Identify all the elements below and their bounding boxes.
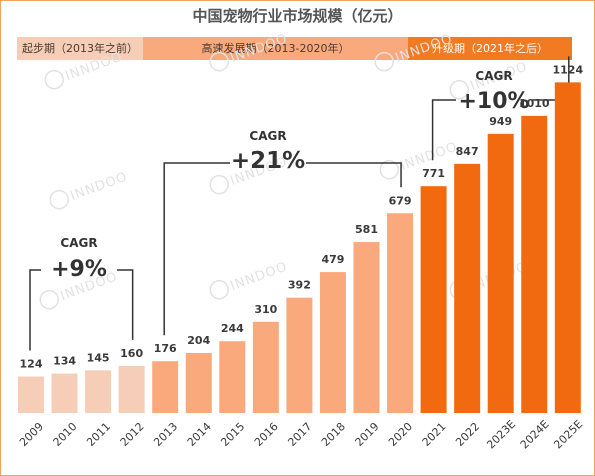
value-label-2011: 145 <box>87 351 110 364</box>
cagr-heading-1: CAGR <box>249 129 286 143</box>
category-label-2023E: 2023E <box>484 418 518 452</box>
bar-2009 <box>18 376 44 413</box>
cagr-bracket-right-1 <box>306 162 402 188</box>
cagr-brackets: CAGR +9% CAGR +21% CAGR +10% <box>29 56 570 351</box>
category-label-2009: 2009 <box>17 420 46 449</box>
bar-2017 <box>286 297 313 413</box>
category-label-2011: 2011 <box>84 420 113 449</box>
svg-text:INNDOO: INNDOO <box>228 259 289 294</box>
value-label-2021: 771 <box>422 167 445 180</box>
bar-2022 <box>454 163 481 413</box>
category-label-2018: 2018 <box>319 420 348 449</box>
cagr-bracket-right-0 <box>117 269 134 340</box>
bar-2024E <box>521 115 548 414</box>
bar-2015 <box>219 341 246 413</box>
cagr-heading-0: CAGR <box>60 236 97 250</box>
value-label-2009: 124 <box>20 358 43 371</box>
category-label-2022: 2022 <box>453 420 482 449</box>
svg-text:INNDOO: INNDOO <box>63 49 124 84</box>
cagr-value-0: +9% <box>51 257 107 282</box>
bar-2018 <box>319 272 346 413</box>
bar-2013 <box>152 361 179 413</box>
bar-2011 <box>85 370 112 413</box>
watermark: INNDOO <box>209 31 290 72</box>
value-label-2017: 392 <box>288 279 311 292</box>
bar-2021 <box>420 186 447 413</box>
category-label-2019: 2019 <box>353 420 382 449</box>
watermark: INNDOO <box>209 259 290 300</box>
watermark: INNDOO <box>44 49 125 90</box>
category-label-2017: 2017 <box>285 420 314 449</box>
cagr-bracket-left-0 <box>29 269 41 351</box>
cagr-value-2: +10% <box>458 89 529 114</box>
bar-2023E <box>487 133 514 414</box>
category-label-2025E: 2025E <box>551 418 585 452</box>
cagr-heading-2: CAGR <box>475 69 512 83</box>
chart-title: 中国宠物行业市场规模（亿元） <box>192 7 403 25</box>
category-label-2014: 2014 <box>185 420 214 449</box>
value-label-2019: 581 <box>355 223 378 236</box>
svg-text:INNDOO: INNDOO <box>393 31 454 66</box>
value-label-2018: 479 <box>321 253 344 266</box>
phase-label-upgrade: 升级期（2021年之后） <box>408 37 572 60</box>
bar-2019 <box>353 242 380 413</box>
bar-2014 <box>185 352 212 413</box>
cagr-value-1: +21% <box>231 148 305 174</box>
category-label-2020: 2020 <box>386 420 415 449</box>
category-label-2024E: 2024E <box>518 418 552 452</box>
bar-2020 <box>387 213 414 413</box>
value-label-2020: 679 <box>389 194 412 207</box>
category-label-2012: 2012 <box>118 420 147 449</box>
watermark: INNDOO <box>49 169 130 210</box>
category-label-2010: 2010 <box>51 420 80 449</box>
value-label-2024E: 1010 <box>519 97 550 110</box>
value-label-2013: 176 <box>154 342 177 355</box>
category-label-2015: 2015 <box>218 420 247 449</box>
value-label-2014: 204 <box>187 334 210 347</box>
svg-text:INNDOO: INNDOO <box>68 169 129 204</box>
value-label-2022: 847 <box>456 145 479 158</box>
watermark: INNDOO <box>374 31 455 72</box>
cagr-bracket-left-2 <box>431 99 456 161</box>
svg-text:INNDOO: INNDOO <box>228 31 289 66</box>
category-label-2013: 2013 <box>151 420 180 449</box>
cagr-bracket-left-1 <box>163 162 230 336</box>
value-label-2010: 134 <box>53 355 76 368</box>
bar-2012 <box>118 365 145 413</box>
value-label-2025E: 1124 <box>552 63 583 76</box>
bar-2025E <box>554 82 581 414</box>
bar-2016 <box>252 321 279 413</box>
phase-label-growth: 高速发展期（2013-2020年） <box>143 37 408 60</box>
bar-2010 <box>51 373 78 413</box>
phase-label-early: 起步期（2013年之前） <box>17 37 143 60</box>
value-label-2016: 310 <box>254 303 277 316</box>
value-label-2012: 160 <box>120 347 143 360</box>
category-label-2021: 2021 <box>420 420 449 449</box>
value-label-2023E: 949 <box>489 115 512 128</box>
category-label-2016: 2016 <box>252 420 281 449</box>
watermark: INNDOO <box>379 139 460 180</box>
value-label-2015: 244 <box>221 322 244 335</box>
